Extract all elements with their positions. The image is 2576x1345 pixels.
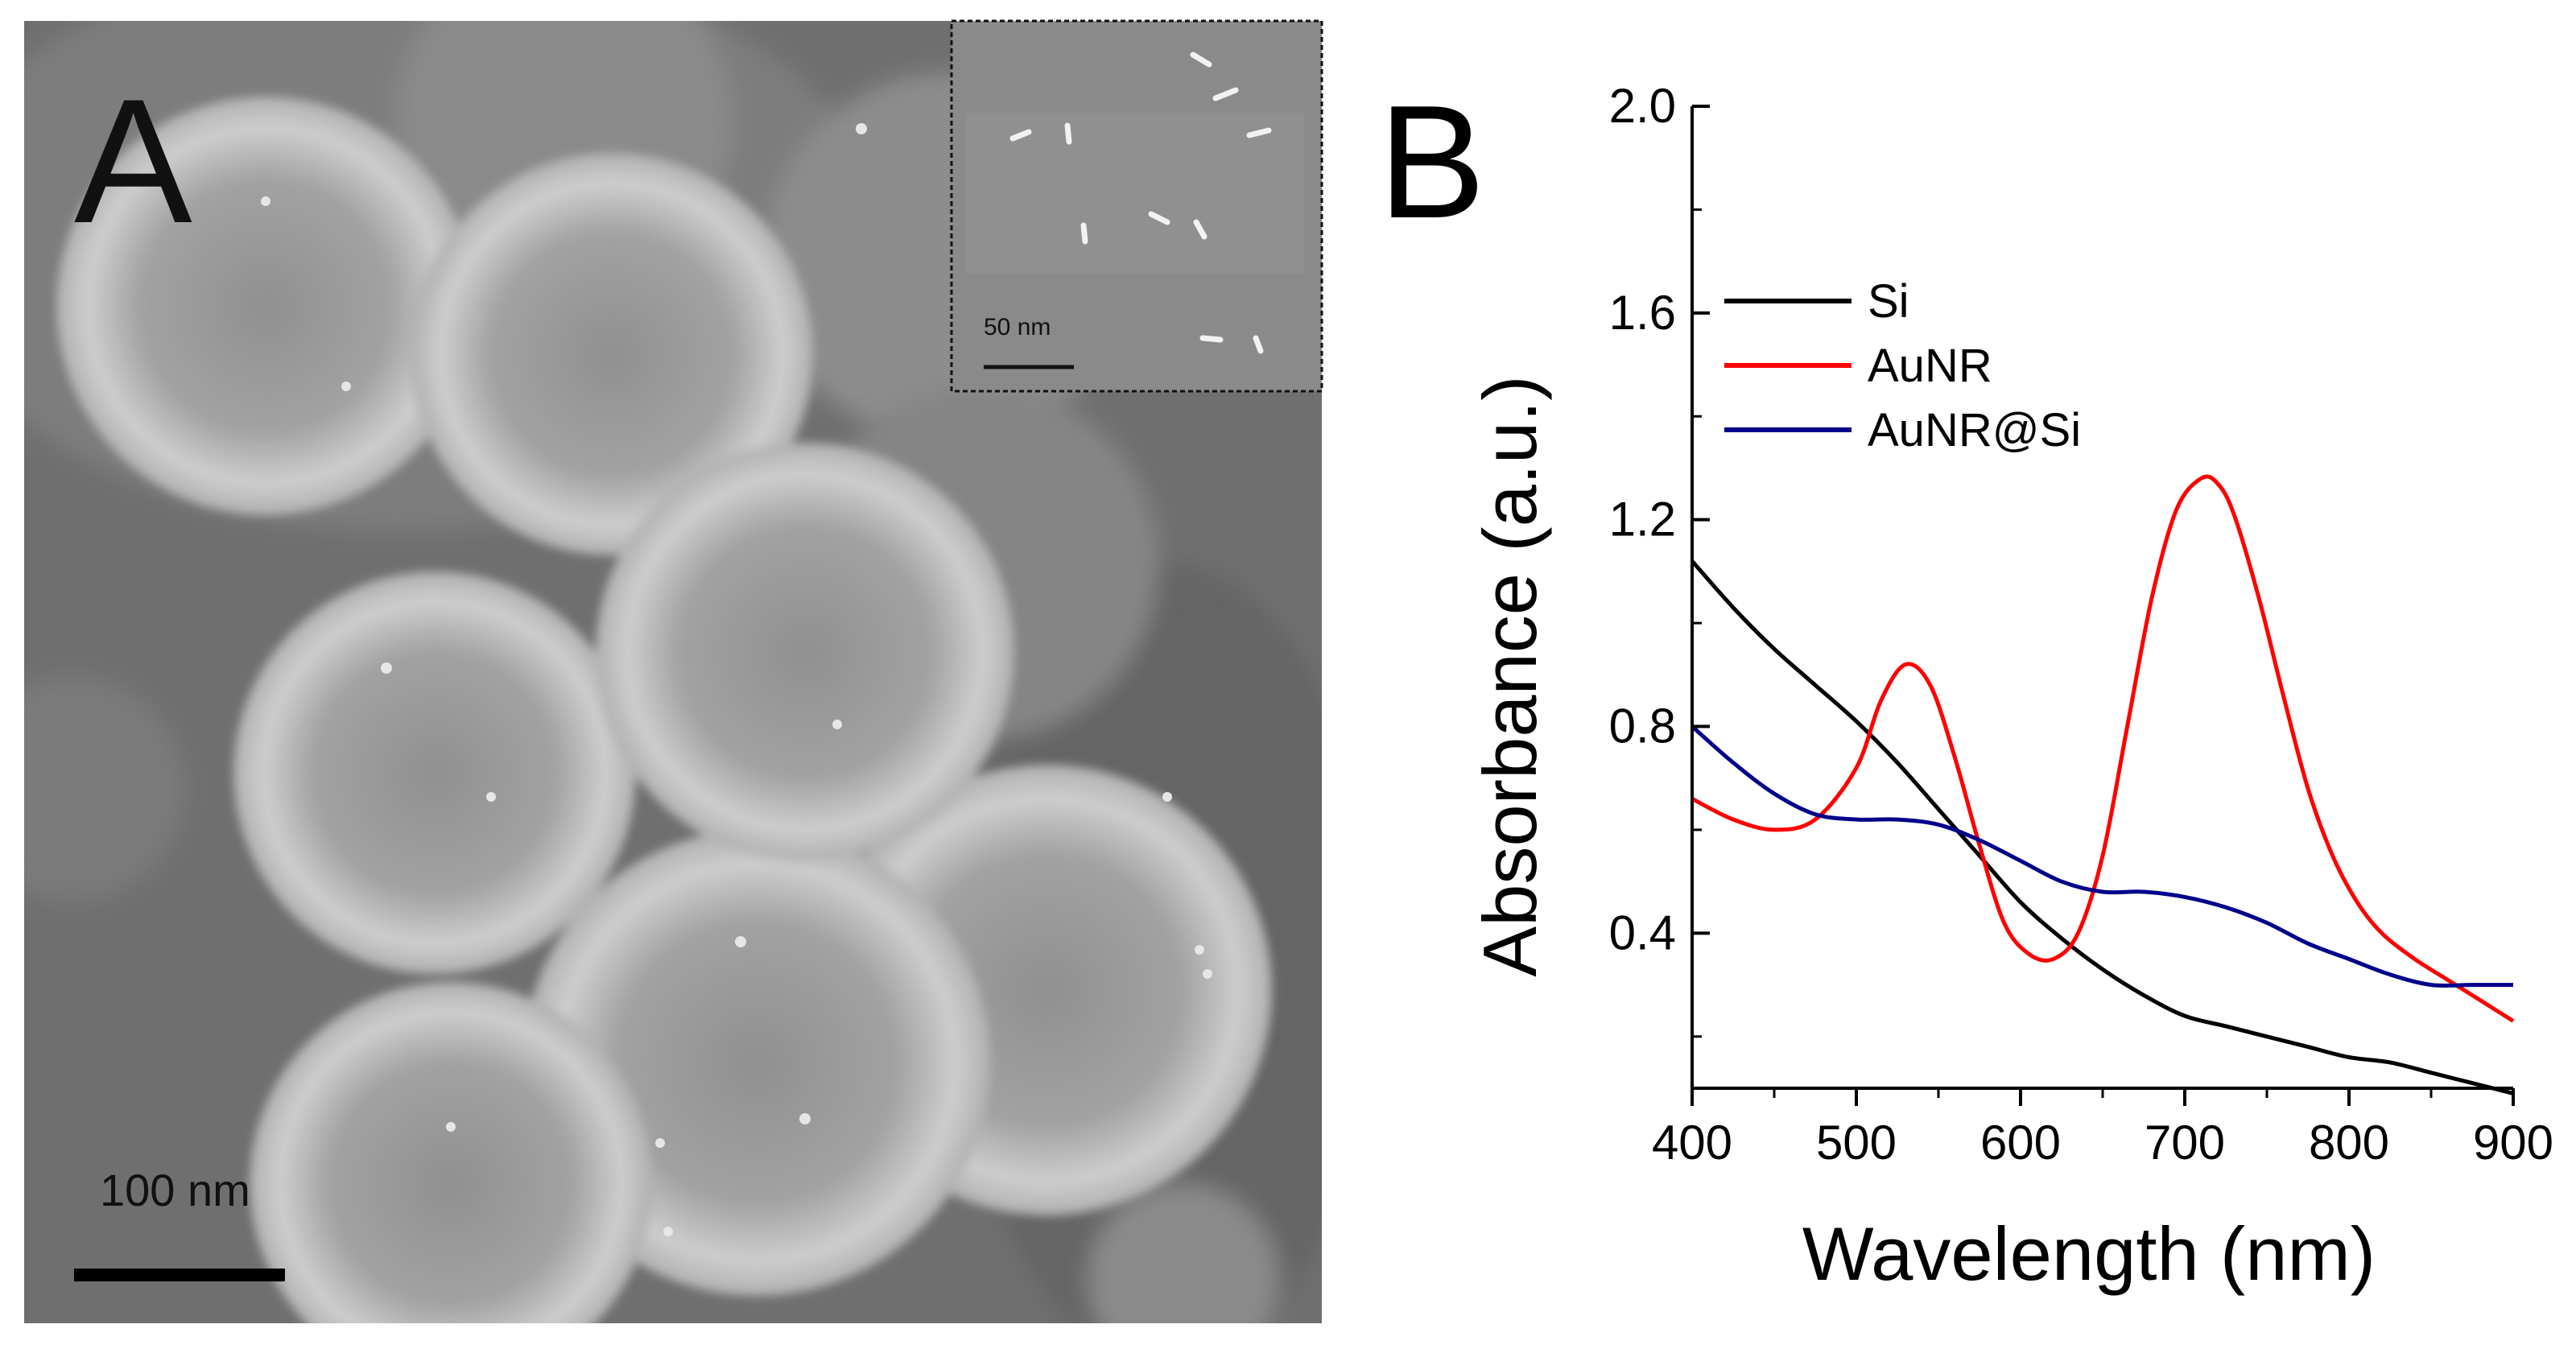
x-tick-label-900: 900 bbox=[2473, 1116, 2553, 1170]
y-tick-label-1.2: 1.2 bbox=[1609, 493, 1676, 547]
legend-label-si: Si bbox=[1868, 275, 1909, 328]
series-line-si bbox=[1690, 559, 2514, 1095]
y-tick-label-2.0: 2.0 bbox=[1609, 79, 1676, 133]
plot-lines bbox=[1690, 474, 2515, 1095]
x-tick-label-700: 700 bbox=[2145, 1116, 2225, 1170]
panel-b-letter: B bbox=[1378, 72, 1485, 252]
x-ticks: 400 500 600 700 800 900 bbox=[1652, 1088, 2553, 1170]
x-tick-label-500: 500 bbox=[1816, 1116, 1897, 1170]
absorbance-chart: 0.4 0.8 1.2 1.6 2.0 400 500 600 700 800 900 Wavel… bbox=[1468, 79, 2553, 1296]
x-axis-title: Wavelength (nm) bbox=[1802, 1211, 2376, 1296]
y-ticks: 0.4 0.8 1.2 1.6 2.0 bbox=[1609, 79, 1710, 1038]
inset-scale-bar-label: 50 nm bbox=[984, 314, 1051, 340]
scale-bar-label: 100 nm bbox=[100, 1165, 250, 1215]
x-tick-label-800: 800 bbox=[2309, 1116, 2389, 1170]
scale-bar bbox=[74, 1269, 285, 1281]
series-line-aunr bbox=[1690, 474, 2515, 1023]
panel-a-letter: A bbox=[74, 62, 192, 260]
sem-inset: 50 nm bbox=[950, 19, 1323, 393]
x-tick-label-600: 600 bbox=[1980, 1116, 2061, 1170]
y-tick-label-0.8: 0.8 bbox=[1609, 699, 1676, 753]
legend-label-aunr: AuNR bbox=[1868, 340, 1992, 392]
y-tick-label-1.6: 1.6 bbox=[1609, 286, 1676, 340]
legend: Si AuNR AuNR@Si bbox=[1724, 275, 2081, 456]
y-tick-label-0.4: 0.4 bbox=[1609, 906, 1676, 959]
x-tick-label-400: 400 bbox=[1652, 1116, 1732, 1170]
series-line-aunr-si bbox=[1690, 724, 2513, 988]
y-axis-title: Absorbance (a.u.) bbox=[1468, 375, 1552, 976]
legend-label-aunr-si: AuNR@Si bbox=[1868, 404, 2081, 456]
